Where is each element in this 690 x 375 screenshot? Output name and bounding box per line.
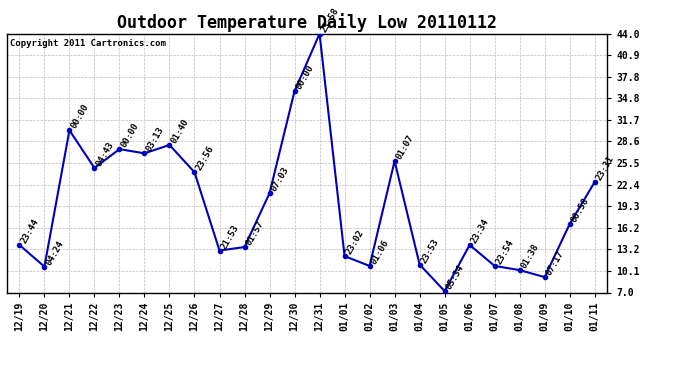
Text: 21:53: 21:53 xyxy=(219,223,241,251)
Text: 05:34: 05:34 xyxy=(444,263,466,291)
Text: 23:31: 23:31 xyxy=(595,154,616,182)
Text: 23:58: 23:58 xyxy=(319,6,341,34)
Text: 03:13: 03:13 xyxy=(144,126,166,153)
Text: 01:07: 01:07 xyxy=(395,133,416,161)
Text: 04:43: 04:43 xyxy=(95,140,116,168)
Text: 01:57: 01:57 xyxy=(244,219,266,247)
Text: 00:00: 00:00 xyxy=(295,63,316,91)
Text: 23:54: 23:54 xyxy=(495,238,516,266)
Text: 01:40: 01:40 xyxy=(170,117,190,145)
Text: 00:00: 00:00 xyxy=(119,122,141,149)
Text: 23:44: 23:44 xyxy=(19,217,41,245)
Text: 23:34: 23:34 xyxy=(470,217,491,245)
Text: 04:24: 04:24 xyxy=(44,239,66,267)
Text: 00:58: 00:58 xyxy=(570,196,591,224)
Text: 00:00: 00:00 xyxy=(70,102,90,130)
Title: Outdoor Temperature Daily Low 20110112: Outdoor Temperature Daily Low 20110112 xyxy=(117,13,497,32)
Text: 23:53: 23:53 xyxy=(420,237,441,264)
Text: Copyright 2011 Cartronics.com: Copyright 2011 Cartronics.com xyxy=(10,39,166,48)
Text: 01:06: 01:06 xyxy=(370,238,391,266)
Text: 23:56: 23:56 xyxy=(195,144,216,172)
Text: 07:17: 07:17 xyxy=(544,249,566,277)
Text: 23:02: 23:02 xyxy=(344,228,366,256)
Text: 07:03: 07:03 xyxy=(270,165,290,193)
Text: 01:38: 01:38 xyxy=(520,242,541,270)
